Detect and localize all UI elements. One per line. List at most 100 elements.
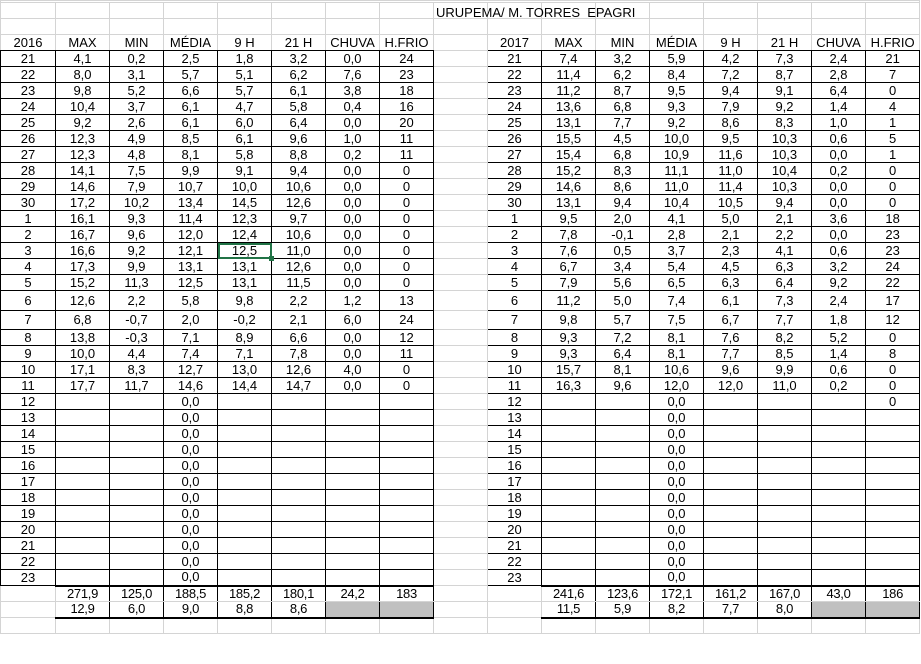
right-day-cell[interactable]: 22	[487, 66, 542, 83]
right-data-cell[interactable]	[541, 473, 596, 490]
left-data-cell[interactable]	[55, 473, 110, 490]
left-data-cell[interactable]: 0,0	[325, 114, 380, 131]
right-data-cell[interactable]: 15,7	[541, 361, 596, 378]
right-data-cell[interactable]: 0,2	[811, 377, 866, 394]
right-totals-cell[interactable]: 123,6	[595, 584, 650, 602]
right-data-cell[interactable]: 7,3	[757, 50, 812, 67]
empty-cell[interactable]	[864, 617, 921, 634]
right-data-cell[interactable]	[864, 505, 921, 522]
left-data-cell[interactable]	[109, 409, 164, 426]
left-totals-cell[interactable]: 183	[379, 584, 434, 602]
right-data-cell[interactable]: 11,2	[541, 290, 596, 311]
empty-cell[interactable]	[864, 18, 921, 35]
right-data-cell[interactable]: 7,5	[649, 310, 704, 330]
right-header-1[interactable]: MAX	[541, 34, 596, 51]
right-data-cell[interactable]: 7,7	[757, 310, 812, 330]
right-day-cell[interactable]: 4	[487, 258, 542, 275]
left-data-cell[interactable]	[217, 553, 272, 570]
empty-cell[interactable]	[433, 489, 488, 506]
right-data-cell[interactable]	[703, 473, 758, 490]
empty-cell[interactable]	[109, 2, 164, 19]
empty-cell[interactable]	[433, 393, 488, 410]
right-header-4[interactable]: 9 H	[703, 34, 758, 51]
left-data-cell[interactable]	[217, 457, 272, 474]
left-data-cell[interactable]: 9,4	[271, 162, 326, 179]
right-data-cell[interactable]: 5,7	[595, 310, 650, 330]
left-data-cell[interactable]: 8,9	[217, 329, 272, 346]
left-data-cell[interactable]	[55, 521, 110, 538]
right-data-cell[interactable]: 3,7	[649, 242, 704, 259]
empty-cell[interactable]	[811, 18, 866, 35]
right-data-cell[interactable]: 6,2	[595, 66, 650, 83]
left-data-cell[interactable]: 8,0	[55, 66, 110, 83]
left-data-cell[interactable]	[271, 393, 326, 410]
empty-cell[interactable]	[757, 617, 812, 634]
right-day-cell[interactable]: 6	[487, 290, 542, 311]
left-data-cell[interactable]: 2,6	[109, 114, 164, 131]
left-data-cell[interactable]	[217, 425, 272, 442]
left-data-cell[interactable]: 9,2	[55, 114, 110, 131]
left-data-cell[interactable]: 4,0	[325, 361, 380, 378]
left-data-cell[interactable]: 0	[379, 274, 434, 291]
left-data-cell[interactable]: 0	[379, 361, 434, 378]
right-data-cell[interactable]: 9,6	[703, 361, 758, 378]
empty-cell[interactable]	[433, 601, 488, 618]
left-data-cell[interactable]: 6,6	[163, 82, 218, 99]
left-data-cell[interactable]	[379, 473, 434, 490]
right-data-cell[interactable]: 24	[864, 258, 921, 275]
right-data-cell[interactable]	[757, 441, 812, 458]
empty-cell[interactable]	[433, 34, 488, 51]
empty-cell[interactable]	[0, 585, 56, 602]
left-data-cell[interactable]: 24	[379, 310, 434, 330]
left-data-cell[interactable]: 4,8	[109, 146, 164, 163]
left-data-cell[interactable]	[271, 441, 326, 458]
right-totals-cell[interactable]: 43,0	[811, 584, 866, 602]
right-data-cell[interactable]	[595, 553, 650, 570]
right-data-cell[interactable]: 15,2	[541, 162, 596, 179]
left-data-cell[interactable]: 2,0	[163, 310, 218, 330]
empty-cell[interactable]	[433, 505, 488, 522]
left-data-cell[interactable]: 0,0	[163, 425, 218, 442]
left-day-cell[interactable]: 21	[0, 537, 56, 554]
empty-cell[interactable]	[55, 18, 110, 35]
left-data-cell[interactable]: 9,8	[55, 82, 110, 99]
right-data-cell[interactable]: 13,6	[541, 98, 596, 115]
left-data-cell[interactable]: 11,0	[271, 242, 326, 259]
right-data-cell[interactable]: 8,4	[649, 66, 704, 83]
right-data-cell[interactable]: 3,4	[595, 258, 650, 275]
left-day-cell[interactable]: 22	[0, 553, 56, 570]
right-data-cell[interactable]: 8,7	[757, 66, 812, 83]
left-data-cell[interactable]	[325, 425, 380, 442]
left-data-cell[interactable]: 3,1	[109, 66, 164, 83]
right-day-cell[interactable]: 24	[487, 98, 542, 115]
right-averages-cell[interactable]: 11,5	[541, 601, 596, 619]
right-data-cell[interactable]: 0,6	[811, 242, 866, 259]
left-data-cell[interactable]: 1,2	[325, 290, 380, 311]
right-data-cell[interactable]	[757, 505, 812, 522]
empty-cell[interactable]	[433, 377, 488, 394]
right-day-cell[interactable]: 13	[487, 409, 542, 426]
left-day-cell[interactable]: 17	[0, 473, 56, 490]
left-data-cell[interactable]: 13,4	[163, 194, 218, 211]
right-data-cell[interactable]: 6,1	[703, 290, 758, 311]
right-data-cell[interactable]	[864, 569, 921, 586]
right-data-cell[interactable]: 10,6	[649, 361, 704, 378]
right-day-cell[interactable]: 17	[487, 473, 542, 490]
right-data-cell[interactable]: 5	[864, 130, 921, 147]
right-data-cell[interactable]: 0,2	[811, 162, 866, 179]
left-data-cell[interactable]	[55, 393, 110, 410]
left-data-cell[interactable]	[55, 441, 110, 458]
left-data-cell[interactable]: 0,0	[325, 377, 380, 394]
empty-cell[interactable]	[325, 2, 380, 19]
right-data-cell[interactable]: 10,4	[649, 194, 704, 211]
right-data-cell[interactable]: 2,8	[811, 66, 866, 83]
right-day-cell[interactable]: 21	[487, 50, 542, 67]
left-data-cell[interactable]: 6,6	[271, 329, 326, 346]
right-data-cell[interactable]: 2,8	[649, 226, 704, 243]
left-data-cell[interactable]	[55, 457, 110, 474]
right-data-cell[interactable]: 6,4	[595, 345, 650, 362]
right-averages-cell[interactable]: 8,0	[757, 601, 812, 619]
right-data-cell[interactable]	[864, 473, 921, 490]
left-totals-cell[interactable]: 188,5	[163, 584, 218, 602]
right-data-cell[interactable]: 23	[864, 226, 921, 243]
